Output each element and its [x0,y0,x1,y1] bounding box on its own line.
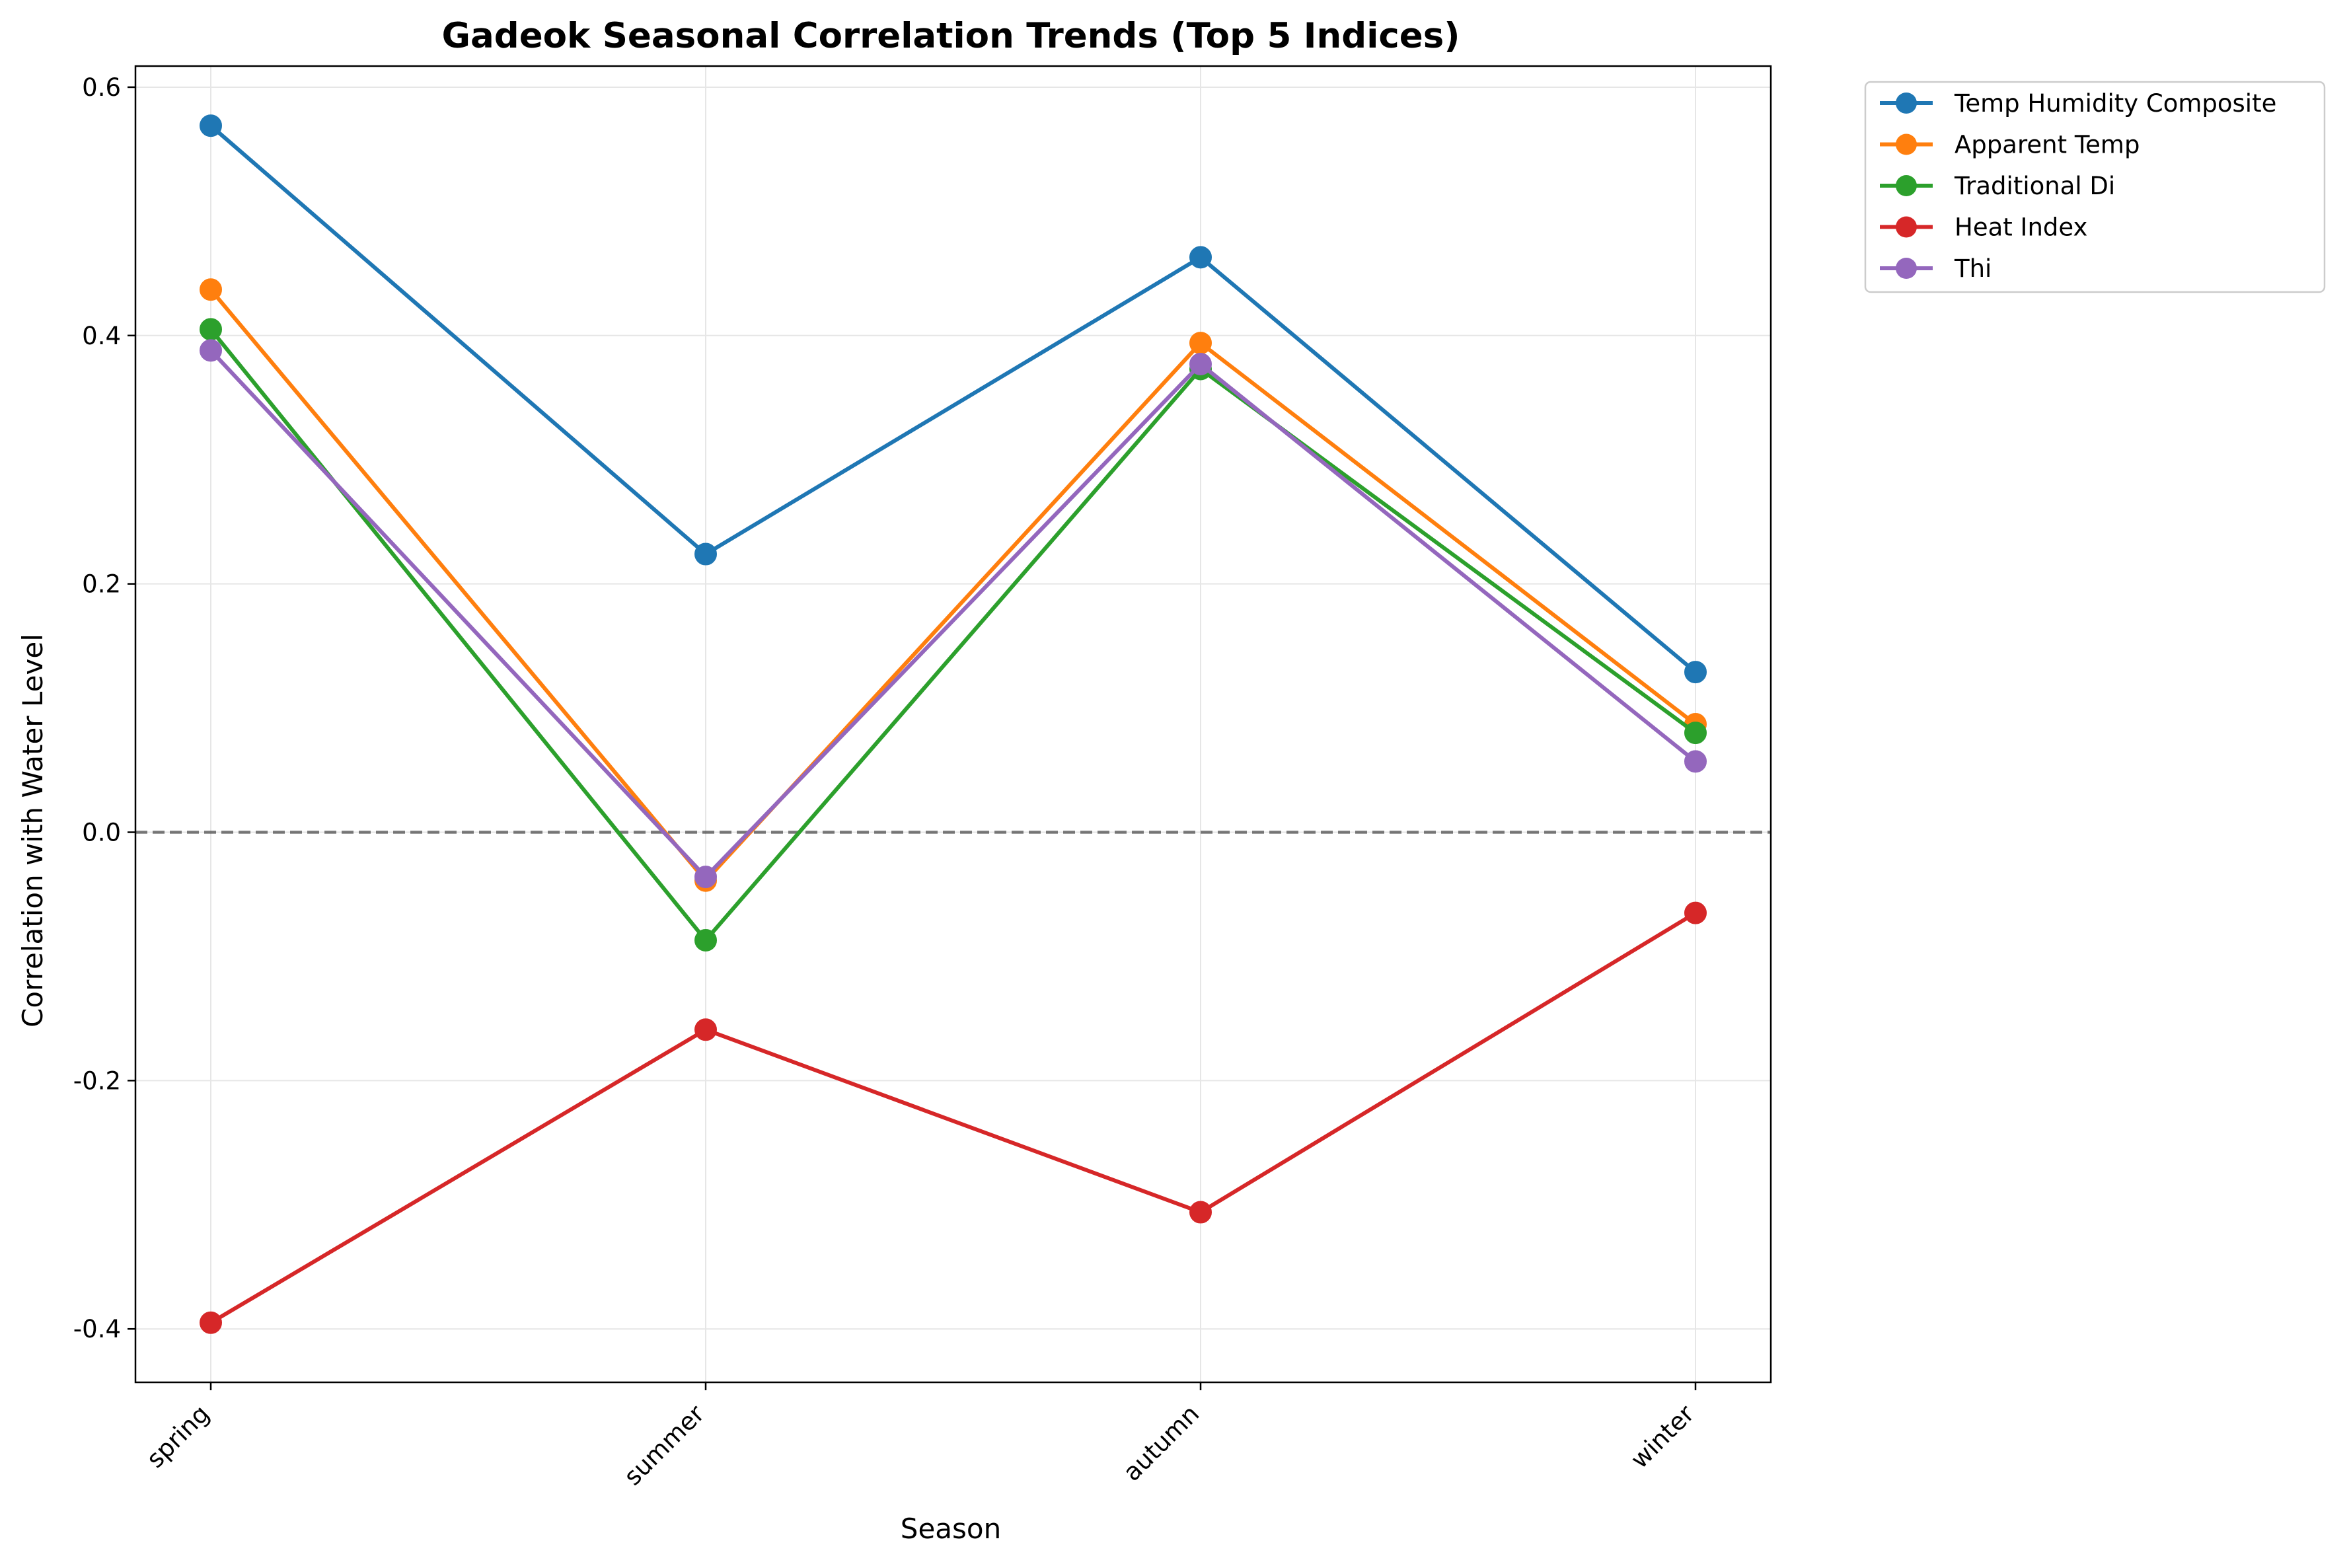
data-point [1189,246,1212,269]
data-point [200,278,222,301]
series-line [209,288,1697,883]
data-point [1684,722,1707,745]
data-point [1684,661,1707,684]
y-tick-label: -0.2 [73,1066,121,1095]
legend-marker [1896,175,1917,196]
legend-label: Traditional Di [1954,172,2115,200]
legend-marker [1896,216,1917,238]
legend-label: Apparent Temp [1955,131,2140,159]
plot-frame [134,65,1772,1384]
series-group [200,901,1707,1334]
data-point [694,542,717,566]
series-line [209,349,1697,879]
legend-label: Temp Humidity Composite [1954,89,2276,118]
legend-label: Heat Index [1955,213,2087,242]
data-point [694,928,717,952]
data-point [200,114,222,137]
data-point [1684,750,1707,773]
data-point [1684,901,1707,924]
y-tick-label: 0.4 [82,322,121,350]
data-point [1189,353,1212,376]
series-lines [200,114,1707,1334]
series-line [209,124,1697,674]
x-axis-label: Season [901,1512,1001,1545]
legend-label: Thi [1954,254,1992,283]
data-point [200,318,222,341]
y-tick-label: 0.0 [82,818,121,846]
data-point [1189,1201,1212,1224]
legend-marker [1896,93,1917,114]
series-line [209,911,1697,1325]
data-point [694,866,717,889]
y-tick-label: -0.4 [73,1315,121,1343]
y-tick-label: 0.6 [82,73,121,102]
legend: Temp Humidity Composite Apparent Temp Trad… [1864,81,2326,293]
series-group [200,339,1707,889]
data-point [1189,332,1212,355]
series-group [200,114,1707,684]
data-point [694,1018,717,1041]
data-point [200,1311,222,1334]
legend-marker [1896,258,1917,279]
data-point [200,339,222,362]
chart-title: Gadeok Seasonal Correlation Trends (Top … [441,16,1460,56]
y-axis-label: Correlation with Water Level [17,634,49,1027]
legend-marker [1896,133,1917,155]
series-line [209,328,1697,942]
legend-box [1864,81,2326,293]
y-tick-label: 0.2 [82,570,121,599]
